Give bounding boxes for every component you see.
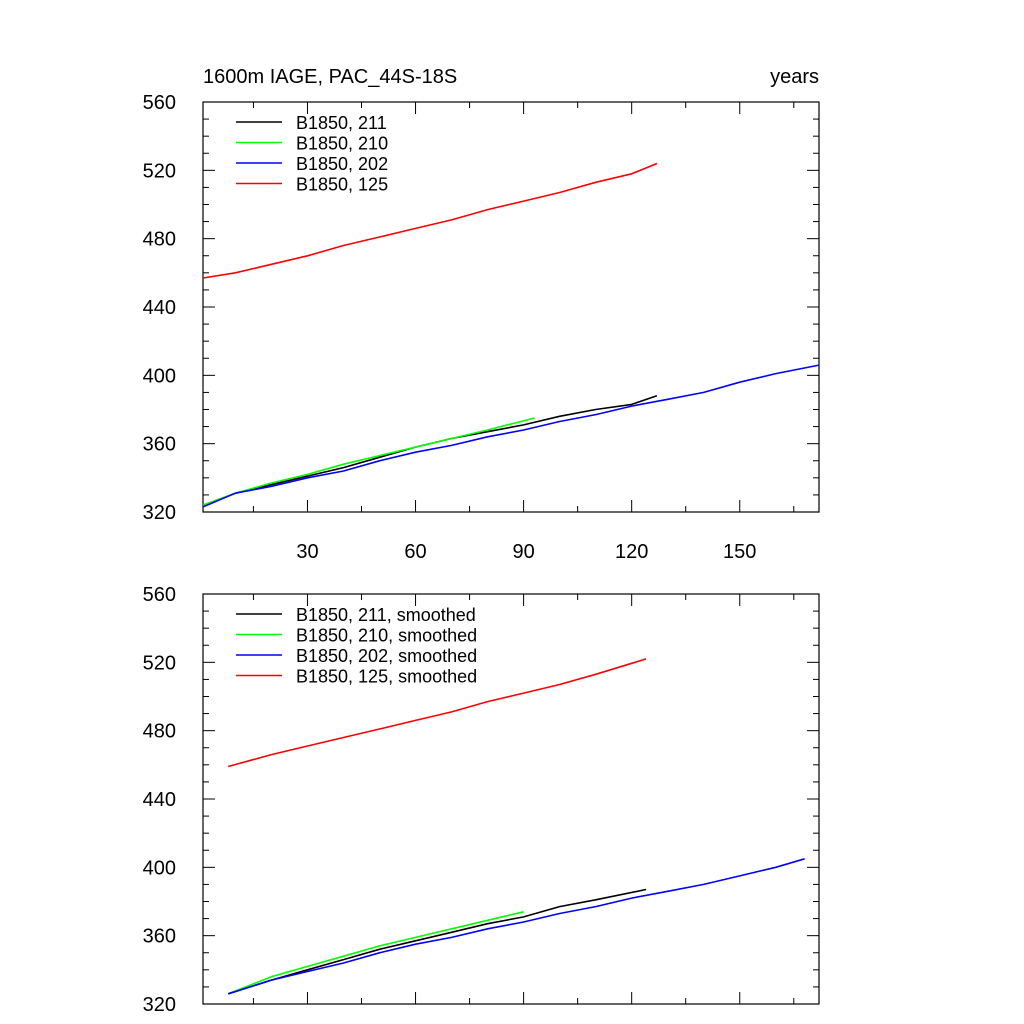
x-units-label: years bbox=[770, 66, 819, 88]
legend-label: B1850, 202, smoothed bbox=[296, 646, 477, 666]
chart-title: 1600m IAGE, PAC_44S-18S bbox=[203, 66, 457, 88]
series-line-4 bbox=[227, 658, 647, 768]
x-tick-label: 90 bbox=[512, 541, 534, 563]
y-tick-label: 360 bbox=[143, 434, 176, 456]
series-line-1 bbox=[227, 888, 647, 995]
top-chart-panel: 320 360 400 440 480 520 560 30 60 90 120 150 B1850, … bbox=[143, 92, 820, 563]
legend-label: B1850, 211, smoothed bbox=[296, 605, 476, 625]
y-tick-label: 400 bbox=[143, 365, 176, 387]
x-tick-label: 60 bbox=[404, 541, 426, 563]
y-tick-label: 320 bbox=[143, 994, 176, 1016]
y-tick-label: 480 bbox=[143, 721, 176, 743]
series-line-3 bbox=[227, 858, 805, 995]
legend-label: B1850, 202 bbox=[296, 154, 388, 174]
x-tick-label: 150 bbox=[723, 541, 756, 563]
series-line-1 bbox=[202, 395, 658, 506]
y-tick-label: 560 bbox=[143, 92, 176, 114]
x-tick-label: 120 bbox=[615, 541, 648, 563]
x-tick-label: 30 bbox=[296, 541, 318, 563]
legend-label: B1850, 125 bbox=[296, 175, 388, 195]
legend-label: B1850, 210, smoothed bbox=[296, 626, 477, 646]
y-tick-label: 560 bbox=[143, 584, 176, 606]
series-line-4 bbox=[202, 162, 658, 279]
y-tick-label: 440 bbox=[143, 789, 176, 811]
legend-label: B1850, 211 bbox=[296, 113, 387, 133]
y-tick-label: 480 bbox=[143, 229, 176, 251]
y-tick-label: 320 bbox=[143, 502, 176, 524]
y-tick-label: 520 bbox=[143, 160, 176, 182]
bottom-chart-panel: 320 360 400 440 480 520 560 B1850, 211, smoothe… bbox=[143, 584, 820, 1016]
series-line-3 bbox=[202, 364, 820, 508]
series-line-2 bbox=[202, 417, 535, 506]
legend-label: B1850, 125, smoothed bbox=[296, 667, 477, 687]
y-tick-label: 520 bbox=[143, 652, 176, 674]
legend-label: B1850, 210 bbox=[296, 134, 388, 154]
y-tick-label: 400 bbox=[143, 857, 176, 879]
y-tick-label: 360 bbox=[143, 926, 176, 948]
y-tick-label: 440 bbox=[143, 297, 176, 319]
series-line-2 bbox=[227, 911, 524, 995]
